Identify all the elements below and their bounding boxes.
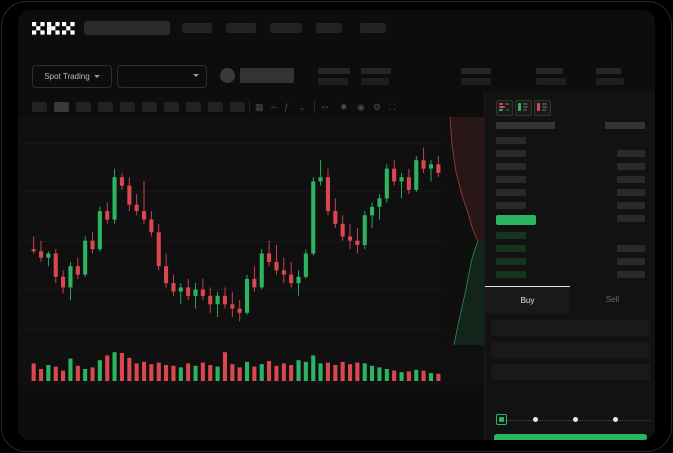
market-stat-4: [536, 68, 566, 85]
orderbook-sell-icon[interactable]: [534, 100, 551, 116]
orderbook-ask-amount-5: [617, 189, 645, 196]
chevron-down-icon: [193, 74, 199, 77]
step-3[interactable]: [573, 417, 578, 422]
orderbook-panel: Buy Sell: [484, 92, 655, 440]
orderbook-bid-price-3[interactable]: [496, 258, 526, 265]
orderbook-ask-price-2[interactable]: [496, 150, 526, 157]
orders-panel: [18, 385, 484, 440]
trading-pair-selector[interactable]: [117, 65, 207, 88]
chart-type-icon[interactable]: ∼: [270, 102, 278, 112]
order-field-3[interactable]: [491, 364, 650, 380]
tab-buy[interactable]: Buy: [485, 286, 570, 313]
toolbar-divider: [249, 100, 250, 113]
orderbook-ask-amount-6: [617, 202, 645, 209]
price-chart[interactable]: [18, 117, 484, 385]
timeframe-button-1[interactable]: [32, 102, 47, 112]
market-stat-5: [596, 68, 624, 85]
market-stat-3: [461, 68, 491, 85]
timeframe-button-8[interactable]: [186, 102, 201, 112]
order-field-2[interactable]: [491, 342, 650, 358]
spot-trading-selector[interactable]: Spot Trading: [32, 65, 112, 88]
chevron-down-icon: [93, 75, 100, 78]
top-navigation-bar: [18, 10, 655, 46]
orderbook-ask-amount-4: [617, 176, 645, 183]
step-4[interactable]: [613, 417, 618, 422]
more-chevron-icon[interactable]: ⌄: [298, 102, 306, 112]
okx-logo-icon[interactable]: [32, 22, 76, 35]
line-chart-icon[interactable]: ∾: [321, 102, 329, 112]
timeframe-button-10[interactable]: [230, 102, 245, 112]
timeframe-button-5[interactable]: [120, 102, 135, 112]
spot-trading-label: Spot Trading: [44, 72, 90, 81]
app-screen: Spot Trading ▦ ∼ ƒ ⌄ ∾ ✹ ◉ ⚙ ⛶: [18, 10, 655, 440]
volume-series: [31, 352, 441, 381]
camera-snapshot-icon[interactable]: ◉: [357, 102, 365, 112]
timeframe-button-6[interactable]: [142, 102, 157, 112]
trade-tabs: Buy Sell: [485, 286, 655, 313]
settings-gear-icon[interactable]: ⚙: [373, 102, 382, 112]
coin-avatar-icon: [220, 68, 235, 83]
orderbook-highlight-amount: [617, 215, 645, 222]
search-input[interactable]: [84, 21, 170, 35]
timeframe-button-3[interactable]: [76, 102, 91, 112]
market-stat-1: [318, 68, 350, 85]
orderbook-ask-price-1[interactable]: [496, 137, 526, 144]
pencil-draw-icon[interactable]: ✹: [340, 102, 348, 112]
orderbook-bid-amount-4: [617, 271, 645, 278]
orderbook-bid-price-4[interactable]: [496, 271, 526, 278]
orderbook-bid-amount-3: [617, 258, 645, 265]
toolbar-divider-2: [314, 100, 315, 113]
fullscreen-expand-icon[interactable]: ⛶: [389, 102, 396, 112]
orderbook-col-price: [496, 122, 555, 129]
timeframe-button-2[interactable]: [54, 102, 69, 112]
step-2[interactable]: [533, 417, 538, 422]
timeframe-button-9[interactable]: [208, 102, 223, 112]
orderbook-ask-price-4[interactable]: [496, 176, 526, 183]
orderbook-ask-price-3[interactable]: [496, 163, 526, 170]
orderbook-bid-price-2[interactable]: [496, 245, 526, 252]
orderbook-ask-price-6[interactable]: [496, 202, 526, 209]
tab-buy-label: Buy: [520, 295, 535, 305]
nav-item-3[interactable]: [270, 23, 302, 33]
orderbook-ask-price-5[interactable]: [496, 189, 526, 196]
candlestick-series: [31, 147, 441, 322]
nav-item-2[interactable]: [226, 23, 256, 33]
last-price-value: [240, 68, 294, 83]
candlestick-chart-icon[interactable]: ▦: [255, 102, 264, 112]
indicators-icon[interactable]: ƒ: [284, 102, 290, 112]
tab-sell-label: Sell: [605, 294, 620, 304]
place-order-button[interactable]: [494, 434, 647, 440]
orderbook-col-amount: [605, 122, 645, 129]
orderbook-ask-amount-2: [617, 150, 645, 157]
timeframe-button-4[interactable]: [98, 102, 113, 112]
tab-sell[interactable]: Sell: [570, 286, 655, 312]
orderbook-buy-icon[interactable]: [515, 100, 532, 116]
market-stat-2: [361, 68, 391, 85]
step-1[interactable]: [496, 414, 507, 425]
nav-item-1[interactable]: [182, 23, 212, 33]
orderbook-both-icon[interactable]: [496, 100, 513, 116]
orderbook-ask-amount-3: [617, 163, 645, 170]
nav-item-4[interactable]: [316, 23, 342, 33]
nav-item-5[interactable]: [360, 23, 386, 33]
orderbook-bid-price-1[interactable]: [496, 232, 526, 239]
timeframe-button-7[interactable]: [164, 102, 179, 112]
orderbook-bid-amount-2: [617, 245, 645, 252]
orderbook-highlighted-row[interactable]: [496, 215, 536, 225]
order-field-1[interactable]: [491, 320, 650, 336]
